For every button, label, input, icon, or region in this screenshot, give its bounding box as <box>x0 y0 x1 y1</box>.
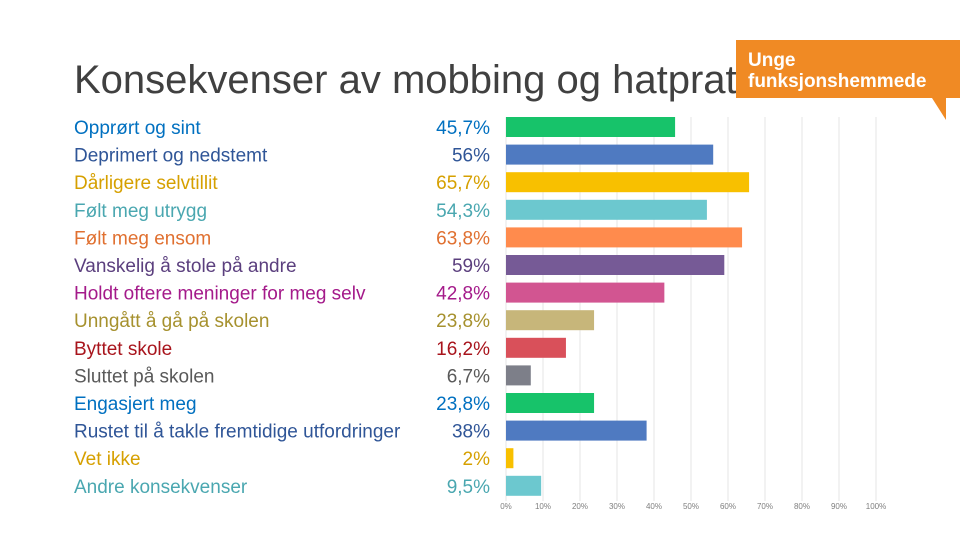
bar <box>506 117 676 137</box>
x-tick-label: 70% <box>757 502 773 511</box>
row-label: Vanskelig å stole på andre <box>74 256 297 277</box>
row-value: 54,3% <box>436 201 490 222</box>
row-label: Vet ikke <box>74 449 141 470</box>
x-tick-label: 80% <box>794 502 810 511</box>
row-label: Følt meg ensom <box>74 228 211 249</box>
bar <box>506 282 665 303</box>
page-title: Konsekvenser av mobbing og hatprat <box>74 58 737 102</box>
row-label: Sluttet på skolen <box>74 366 214 387</box>
row-value: 65,7% <box>436 173 490 194</box>
row-label: Engasjert meg <box>74 394 197 415</box>
logo-background <box>736 40 960 120</box>
bar <box>506 420 647 441</box>
bar <box>506 255 725 275</box>
x-tick-label: 20% <box>572 502 588 511</box>
row-value: 56% <box>452 146 490 167</box>
row-value: 63,8% <box>436 228 490 249</box>
bar <box>506 144 714 165</box>
row-value: 23,8% <box>436 394 490 415</box>
row-value: 6,7% <box>447 366 490 387</box>
row-value: 2% <box>463 449 491 470</box>
row-value: 23,8% <box>436 311 490 332</box>
organization-logo: Unge funksjonshemmede <box>736 40 960 120</box>
row-label: Følt meg utrygg <box>74 201 207 222</box>
row-label: Holdt oftere meninger for meg selv <box>74 284 366 305</box>
chart-bars <box>506 117 750 496</box>
bar <box>506 337 566 358</box>
bar <box>506 448 514 469</box>
bar <box>506 172 750 193</box>
row-value: 45,7% <box>436 118 490 139</box>
row-labels: Opprørt og sint Deprimert og nedstemt Dårl… <box>74 118 401 498</box>
x-tick-label: 90% <box>831 502 847 511</box>
bar <box>506 310 595 331</box>
x-tick-label: 100% <box>866 502 886 511</box>
row-value: 42,8% <box>436 284 490 305</box>
x-tick-label: 10% <box>535 502 551 511</box>
logo-line-2: funksjonshemmede <box>748 71 926 92</box>
x-tick-label: 0% <box>500 502 512 511</box>
row-label: Andre konsekvenser <box>74 477 248 498</box>
row-value: 59% <box>452 256 490 277</box>
row-label: Dårligere selvtillit <box>74 173 218 194</box>
bar <box>506 365 531 386</box>
row-label: Byttet skole <box>74 339 172 360</box>
x-tick-label: 60% <box>720 502 736 511</box>
bar <box>506 199 707 220</box>
x-tick-label: 30% <box>609 502 625 511</box>
row-value: 38% <box>452 422 490 443</box>
x-tick-label: 40% <box>646 502 662 511</box>
x-tick-label: 50% <box>683 502 699 511</box>
row-label: Opprørt og sint <box>74 118 201 139</box>
row-values: 45,7% 56% 65,7% 54,3% 63,8% 59% 42,8% 23,8% 16,2… <box>436 118 490 498</box>
row-label: Unngått å gå på skolen <box>74 311 269 332</box>
bar <box>506 475 542 496</box>
bar <box>506 227 743 248</box>
logo-line-1: Unge <box>748 50 796 71</box>
x-axis-ticks: 0% 10% 20% 30% 40% 50% 60% 70% 80% 90% 100% <box>500 502 886 511</box>
row-label: Rustet til å takle fremtidige utfordring… <box>74 422 401 443</box>
row-value: 16,2% <box>436 339 490 360</box>
bar <box>506 393 595 413</box>
row-value: 9,5% <box>447 477 490 498</box>
row-label: Deprimert og nedstemt <box>74 146 268 167</box>
